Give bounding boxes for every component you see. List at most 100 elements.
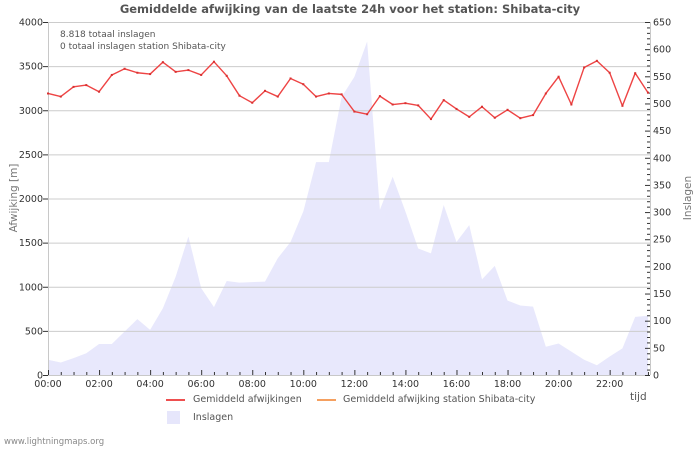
footer-link[interactable]: www.lightningmaps.org <box>4 437 105 447</box>
data-point-marker <box>123 67 126 70</box>
data-point-marker <box>187 69 190 72</box>
left-axis-tick-label: 4000 <box>19 18 43 29</box>
data-point-marker <box>378 95 381 98</box>
data-point-marker <box>302 83 305 86</box>
deviation-line <box>47 60 649 120</box>
data-point-marker <box>544 92 547 95</box>
data-point-marker <box>251 101 254 104</box>
x-axis-tick-label: 08:00 <box>239 379 266 390</box>
data-point-marker <box>225 74 228 77</box>
data-point-marker <box>276 95 279 98</box>
data-point-marker <box>519 117 522 120</box>
legend-swatch-strikes <box>167 411 180 424</box>
data-point-marker <box>136 71 139 74</box>
data-point-marker <box>621 104 624 107</box>
right-axis-tick-label: 500 <box>653 99 671 110</box>
strikes-area-layer <box>48 41 648 375</box>
right-axis-tick-label: 400 <box>653 153 671 164</box>
right-axis-tick-label: 450 <box>653 126 671 137</box>
station-strikes-text: 0 totaal inslagen station Shibata-city <box>60 42 226 52</box>
data-point-marker <box>557 75 560 78</box>
data-point-marker <box>327 92 330 95</box>
x-axis-tick-label: 20:00 <box>545 379 572 390</box>
data-point-marker <box>238 94 241 97</box>
right-axis-tick-label: 300 <box>653 208 671 219</box>
data-point-marker <box>110 73 113 76</box>
total-strikes-text: 8.818 totaal inslagen <box>60 30 156 40</box>
data-point-marker <box>608 71 611 74</box>
data-point-marker <box>442 99 445 102</box>
data-point-marker <box>455 107 458 110</box>
right-axis-tick-label: 150 <box>653 289 671 300</box>
right-axis-title: Inslagen <box>682 175 694 221</box>
left-axis-tick-label: 1500 <box>19 238 43 249</box>
data-point-marker <box>200 73 203 76</box>
x-axis-tick-label: 00:00 <box>34 379 61 390</box>
data-point-marker <box>47 92 49 95</box>
x-axis-tick-label: 04:00 <box>136 379 163 390</box>
right-axis-tick-label: 100 <box>653 316 671 327</box>
left-axis-tick-label: 2500 <box>19 150 43 161</box>
data-point-marker <box>417 104 420 107</box>
data-point-marker <box>174 70 177 73</box>
x-axis-tick-label: 22:00 <box>596 379 623 390</box>
x-axis-tick-label: 10:00 <box>290 379 317 390</box>
legend-label-strikes: Inslagen <box>193 412 234 423</box>
data-point-marker <box>634 72 637 75</box>
data-point-marker <box>98 90 101 93</box>
left-axis-tick-label: 3500 <box>19 62 43 73</box>
data-point-marker <box>161 61 164 64</box>
x-axis-tick-label: 06:00 <box>187 379 214 390</box>
data-point-marker <box>481 105 484 108</box>
x-axis-tick-label: 14:00 <box>392 379 419 390</box>
left-axis-tick-label: 500 <box>25 326 43 337</box>
left-axis-tick-label: 3000 <box>19 106 43 117</box>
data-point-marker <box>570 103 573 106</box>
data-point-marker <box>289 77 292 80</box>
data-point-marker <box>85 84 88 87</box>
left-axis-tick-label: 1000 <box>19 282 43 293</box>
chart-title: Gemiddelde afwijking van de laatste 24h … <box>119 2 581 16</box>
right-axis-tick-label: 0 <box>653 371 659 382</box>
left-axis-tick-label: 0 <box>37 371 43 382</box>
data-point-marker <box>315 95 318 98</box>
data-point-marker <box>391 103 394 106</box>
right-axis-tick-label: 350 <box>653 180 671 191</box>
axes <box>43 22 651 376</box>
deviation-line-layer <box>47 59 649 121</box>
right-axis-tick-label: 650 <box>653 18 671 29</box>
right-axis-tick-label: 550 <box>653 72 671 83</box>
data-point-marker <box>59 95 62 98</box>
gridlines <box>48 22 650 332</box>
strikes-area <box>48 41 648 375</box>
data-point-marker <box>72 85 75 88</box>
left-axis-tick-label: 2000 <box>19 194 43 205</box>
x-axis-tick-label: 02:00 <box>85 379 112 390</box>
x-axis-tick-label: 18:00 <box>494 379 521 390</box>
legend-label-deviation: Gemiddeld afwijkingen <box>193 394 302 405</box>
right-axis-tick-label: 250 <box>653 235 671 246</box>
right-axis-tick-label: 50 <box>653 343 665 354</box>
data-point-marker <box>583 66 586 69</box>
data-point-marker <box>468 115 471 118</box>
right-axis-tick-label: 200 <box>653 262 671 273</box>
data-point-marker <box>595 59 598 62</box>
tick-labels: 0 500 1000 1500 2000 2500 3000 3500 4000 0 50 100 15… <box>19 18 671 391</box>
data-point-marker <box>366 113 369 116</box>
data-point-marker <box>353 110 356 113</box>
data-point-marker <box>264 89 267 92</box>
right-axis-tick-label: 600 <box>653 45 671 56</box>
data-point-marker <box>149 73 152 76</box>
left-axis-title: Afwijking [m] <box>8 163 20 233</box>
legend-label-station-deviation: Gemiddeld afwijking station Shibata-city <box>343 394 536 405</box>
data-point-marker <box>404 102 407 105</box>
x-axis-title: tijd <box>630 391 647 403</box>
data-point-marker <box>429 118 432 121</box>
data-point-marker <box>212 60 215 63</box>
legend-swatch-deviation <box>166 399 185 401</box>
data-point-marker <box>493 116 496 119</box>
data-point-marker <box>506 108 509 111</box>
x-axis-tick-label: 12:00 <box>341 379 368 390</box>
data-point-marker <box>340 93 343 96</box>
